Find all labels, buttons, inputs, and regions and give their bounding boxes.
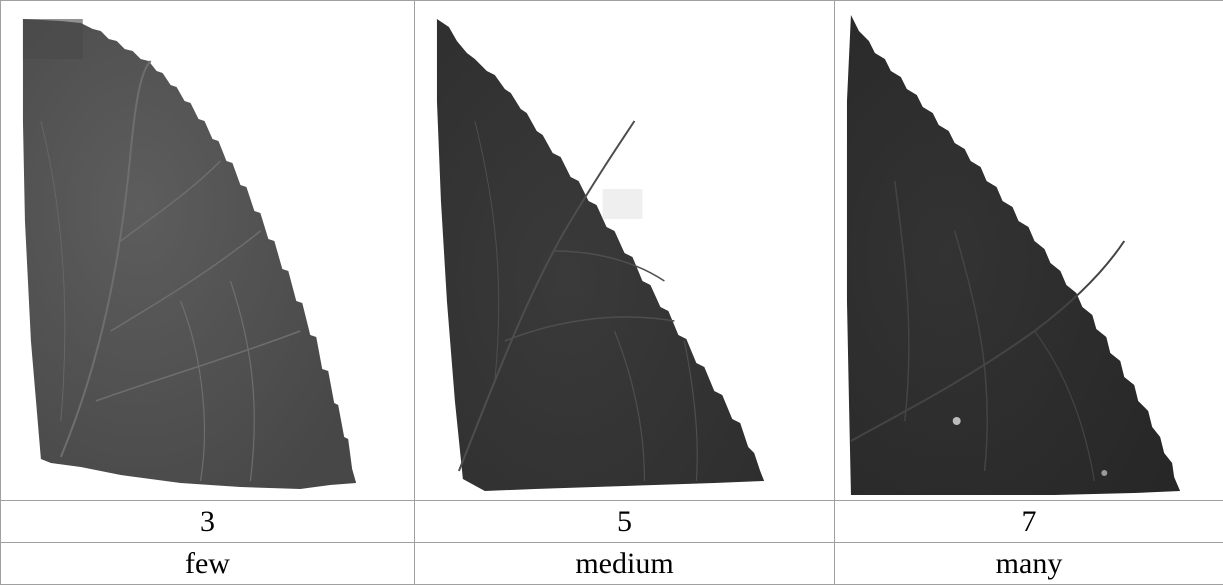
category-row: few medium many (1, 543, 1223, 585)
leaf-image-many (835, 1, 1223, 500)
leaf-image-few (1, 1, 414, 500)
tooth-category-medium: medium (415, 543, 835, 585)
tooth-score-many: 7 (835, 501, 1223, 543)
leaf-cell-few (1, 1, 415, 501)
image-row (1, 1, 1223, 501)
score-row: 3 5 7 (1, 501, 1223, 543)
tooth-score-medium: 5 (415, 501, 835, 543)
leaf-cell-medium (415, 1, 835, 501)
leaf-cell-many (835, 1, 1223, 501)
tooth-category-few: few (1, 543, 415, 585)
leaf-image-medium (415, 1, 834, 500)
tooth-category-many: many (835, 543, 1223, 585)
tooth-score-few: 3 (1, 501, 415, 543)
